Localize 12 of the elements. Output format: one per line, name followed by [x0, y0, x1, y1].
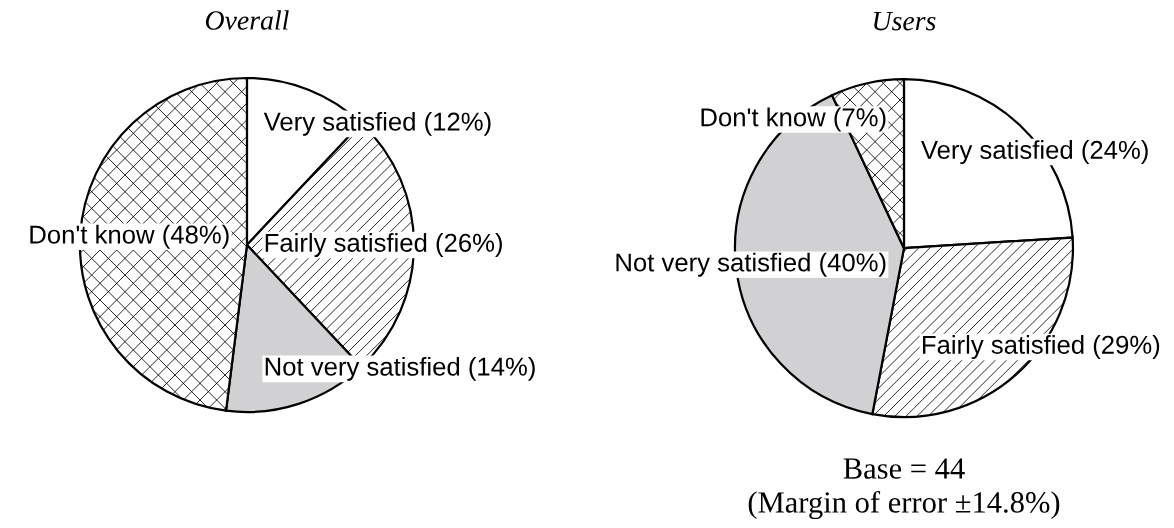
chart-title: Overall — [205, 10, 289, 30]
slice-label: Very satisfied (24%) — [920, 140, 1148, 165]
slice-label: Don't know (48%) — [30, 224, 229, 249]
slice-label: Fairly satisfied (26%) — [265, 233, 502, 257]
slice-label: Very satisfied (12%) — [263, 111, 491, 136]
text: (Margin of error ±14.8%) — [748, 490, 1060, 520]
text: Base = 44 — [843, 458, 965, 479]
slice-label: Fairly satisfied (29%) — [922, 335, 1160, 359]
slice-label: Not very satisfied (14%) — [265, 356, 535, 381]
slice-label: Don't know (7%) — [701, 107, 886, 132]
chart-title: Users — [874, 11, 936, 31]
slice-label: Not very satisfied (40%) — [616, 252, 886, 277]
